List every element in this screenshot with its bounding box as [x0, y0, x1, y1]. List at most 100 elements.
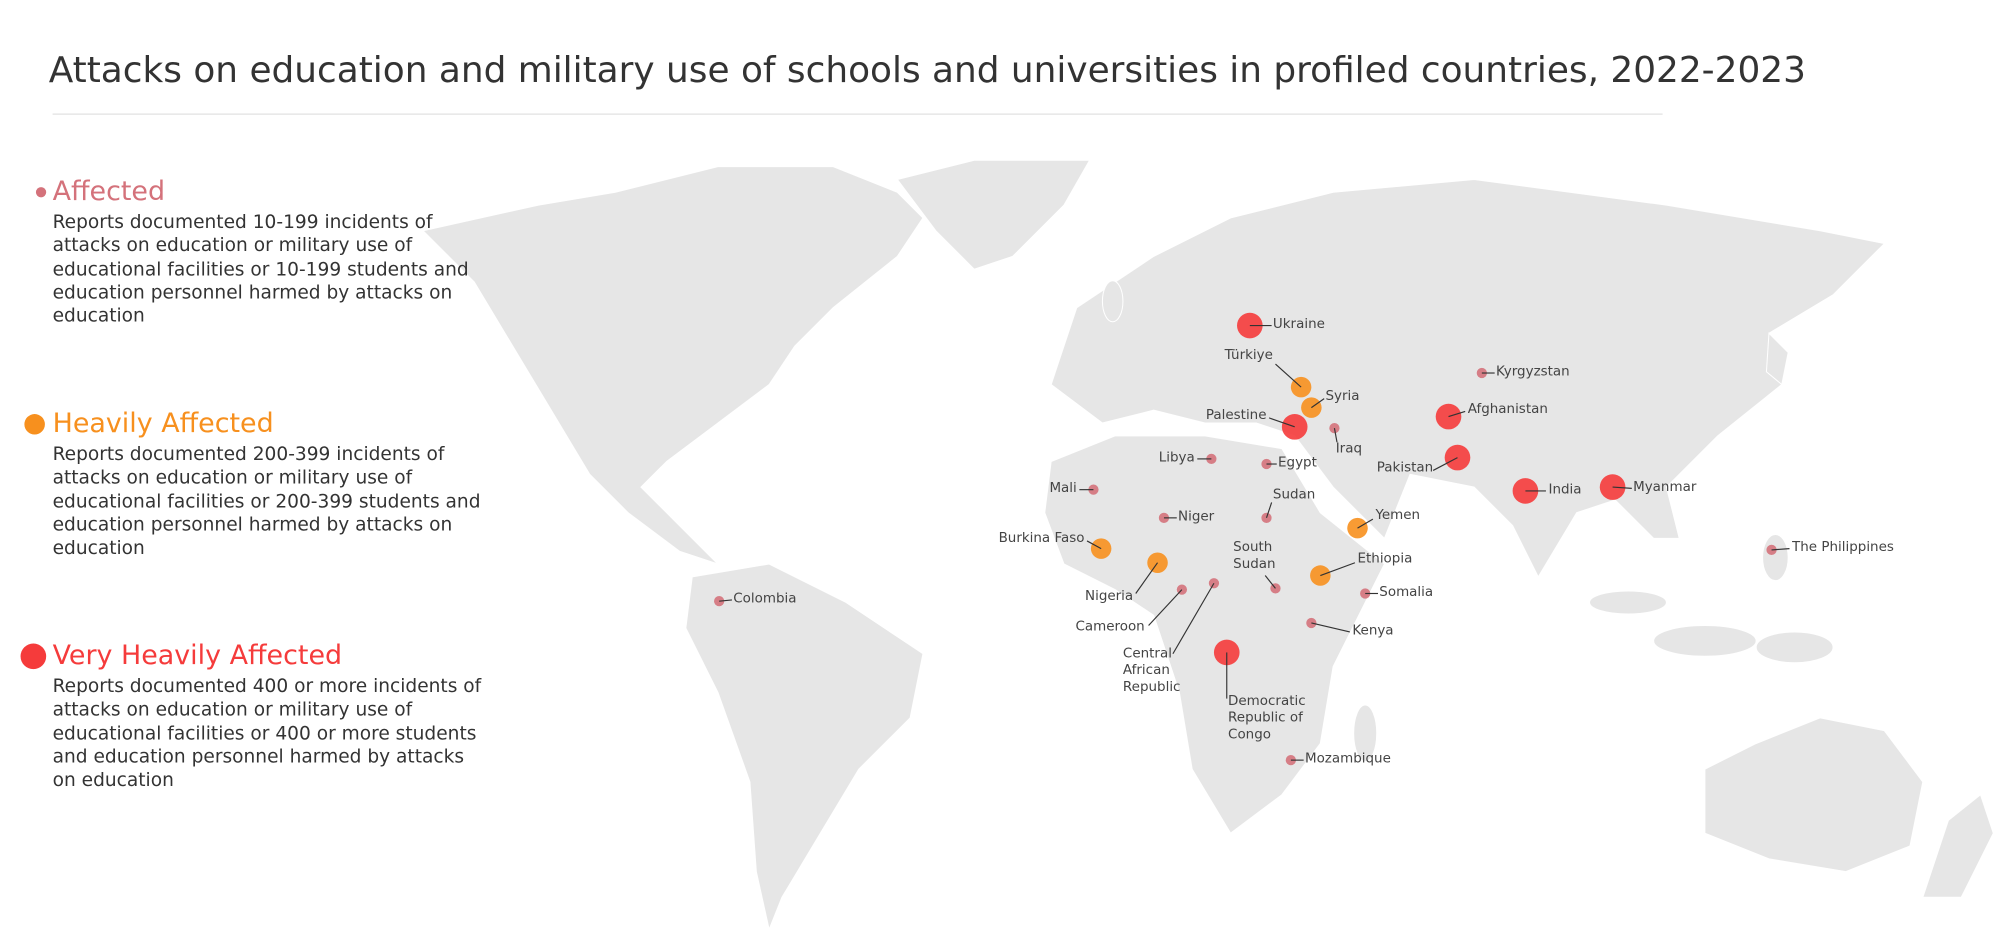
leader-line — [1357, 518, 1374, 529]
country-label-box: Niger — [1178, 508, 1215, 525]
country-label-box: Palestine — [1205, 407, 1267, 424]
legend-label: Very Heavily Affected — [53, 640, 343, 671]
legend-description: Reports documented 200-399 incidents of … — [52, 444, 481, 560]
country-label-box: Mozambique — [1304, 751, 1391, 767]
country-label-box: Myanmar — [1633, 479, 1697, 495]
country-label-box: Egypt — [1278, 455, 1317, 471]
leader-line — [1612, 486, 1632, 489]
country-label-box: Kenya — [1352, 622, 1394, 639]
country-label: Somalia — [1379, 584, 1434, 600]
country-dot — [1347, 517, 1368, 539]
country-label-box: Mali — [1049, 480, 1077, 497]
country-dot — [1261, 512, 1272, 523]
country-label-box: Cameroon — [1075, 619, 1145, 635]
country-dot — [1088, 484, 1099, 495]
country-label-box: Democratic Republic of Congo — [1228, 693, 1306, 743]
country-label-box: Iraq — [1335, 440, 1363, 457]
legend-description-box: Reports documented 200-399 incidents of … — [52, 444, 481, 560]
leader-line — [1311, 622, 1350, 633]
country-label: Democratic Republic of Congo — [1228, 693, 1306, 743]
country-dot — [1261, 458, 1272, 470]
country-dot — [1435, 403, 1462, 430]
country-label: South Sudan — [1233, 539, 1276, 572]
leader-line — [719, 599, 733, 602]
leader-line — [1264, 575, 1276, 589]
title: Attacks on education and military use of… — [49, 50, 1806, 91]
legend-dot — [24, 414, 45, 435]
country-label-box: South Sudan — [1233, 539, 1276, 572]
country-label-box: Burkina Faso — [998, 530, 1085, 547]
leader-line — [1265, 502, 1273, 519]
leader-line — [1311, 398, 1325, 409]
legend-description: Reports documented 400 or more incidents… — [52, 676, 482, 792]
country-label: Libya — [1158, 449, 1195, 466]
country-label-box: Ethiopia — [1357, 551, 1413, 567]
leader-line — [1275, 363, 1302, 388]
land — [422, 159, 1994, 932]
country-label: Iraq — [1335, 440, 1363, 457]
leader-line — [1172, 582, 1215, 655]
leader-line — [1148, 589, 1183, 626]
legend: Affected Reports documented 10-199 incide… — [20, 176, 482, 792]
country-label: Ethiopia — [1357, 551, 1413, 567]
country-label: Mali — [1049, 480, 1077, 497]
country-label: Kyrgyzstan — [1495, 364, 1570, 380]
leader-line — [1135, 562, 1159, 594]
legend-label: Heavily Affected — [53, 408, 274, 439]
legend-description-box: Reports documented 10-199 incidents of a… — [52, 212, 469, 328]
country-dot — [1208, 578, 1220, 589]
country-label: Cameroon — [1075, 619, 1145, 635]
leader-line — [1320, 562, 1356, 577]
country-label: Nigeria — [1085, 588, 1134, 604]
legend-description: Reports documented 10-199 incidents of a… — [52, 212, 469, 328]
country-label: Ukraine — [1272, 316, 1325, 332]
country-label-box: India — [1548, 481, 1582, 498]
country-label: The Philippines — [1792, 539, 1894, 556]
country-label: Niger — [1178, 508, 1215, 525]
legend-description-box: Reports documented 400 or more incidents… — [52, 676, 482, 792]
country-label-box: Libya — [1158, 449, 1195, 466]
country-label-box: Syria — [1325, 388, 1360, 404]
leader-line — [1432, 457, 1458, 471]
country-label: Palestine — [1205, 407, 1267, 424]
country-label-box: Afghanistan — [1467, 401, 1548, 417]
country-label-box: Türkiye — [1224, 347, 1273, 363]
country-label-box: Nigeria — [1085, 588, 1134, 604]
country-label-box: Kyrgyzstan — [1495, 364, 1570, 380]
leader-line — [1448, 410, 1466, 418]
country-label: Syria — [1325, 388, 1360, 404]
legend-dot — [20, 643, 47, 670]
country-label: Afghanistan — [1467, 401, 1548, 417]
legend-dot — [35, 187, 47, 198]
leader-line — [1771, 548, 1790, 551]
country-label-box: Yemen — [1375, 507, 1421, 523]
country-dot — [1306, 617, 1317, 629]
country-label: Mozambique — [1304, 751, 1391, 767]
country-label-box: Ukraine — [1272, 316, 1325, 332]
country-label-box: Colombia — [733, 590, 797, 607]
country-label: Colombia — [733, 590, 797, 607]
country-label-box: Pakistan — [1376, 460, 1434, 476]
country-dot — [1281, 414, 1308, 440]
country-label: Central African Republic — [1122, 646, 1181, 695]
country-label: Burkina Faso — [998, 530, 1085, 547]
leader-line — [1333, 428, 1338, 443]
country-label-box: Sudan — [1272, 487, 1316, 503]
legend-label: Affected — [53, 176, 165, 207]
country-label-box: Central African Republic — [1122, 646, 1181, 695]
leader-line — [1268, 417, 1295, 428]
country-label: Yemen — [1375, 507, 1421, 523]
markers: Kyrgyzstan Iraq Libya Egypt Mali Sudan Niger So… — [714, 312, 1894, 767]
country-label-box: Somalia — [1379, 584, 1434, 600]
country-label: Egypt — [1278, 455, 1317, 471]
country-label-box: The Philippines — [1792, 539, 1894, 556]
country-label: Sudan — [1272, 487, 1316, 503]
leader-line — [1086, 540, 1102, 550]
country-label: Pakistan — [1376, 460, 1434, 476]
country-label: India — [1548, 481, 1582, 498]
country-label: Myanmar — [1633, 479, 1697, 495]
country-label: Kenya — [1352, 622, 1394, 639]
country-label: Türkiye — [1224, 347, 1273, 363]
